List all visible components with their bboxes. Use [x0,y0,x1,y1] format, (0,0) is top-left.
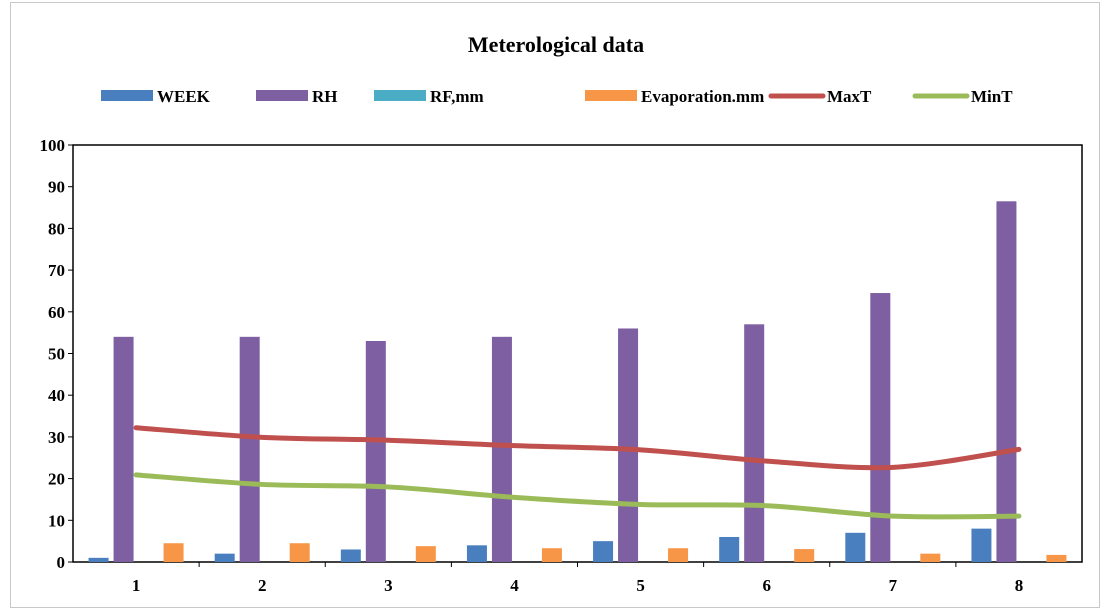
x-tick-label: 4 [510,576,519,595]
legend-label: MaxT [827,87,872,106]
bars [88,201,1067,563]
y-axis: 0 10 20 30 40 50 60 70 80 90 100 [40,136,73,572]
bar-week-1 [88,557,109,562]
y-tick-label: 100 [40,136,66,155]
bar-evaporation-mm-8 [1046,554,1067,562]
legend-item-rh: RH [256,87,338,106]
bar-week-5 [593,541,614,562]
y-tick-label: 40 [48,386,65,405]
x-tick-label: 8 [1015,576,1024,595]
bar-week-8 [971,528,992,562]
legend-item-maxt: MaxT [768,87,872,106]
lines [133,425,1022,520]
legend-label: RF,mm [430,87,484,106]
bar-week-7 [845,532,866,562]
bar-week-6 [719,536,740,562]
x-tick-label: 7 [889,576,898,595]
line-maxt [133,425,1022,471]
bar-evaporation-mm-6 [794,549,815,562]
bar-evaporation-mm-2 [289,543,310,562]
legend-swatch [256,90,308,101]
y-tick-label: 90 [48,178,65,197]
legend-label: WEEK [157,87,211,106]
legend-swatch [101,90,153,101]
x-tick-label: 5 [636,576,645,595]
x-tick-label: 2 [258,576,267,595]
chart-svg: Meterological data WEEK RH RF,mm Evaporatio… [40,32,1083,595]
line-mint [133,472,1022,520]
bar-evaporation-mm-1 [163,543,184,562]
chart-frame: Meterological data WEEK RH RF,mm Evaporatio… [10,2,1100,608]
legend-item-mint: MinT [912,87,1013,106]
legend-item-week: WEEK [101,87,211,106]
bar-rh-7 [870,293,891,562]
legend-swatch [585,90,637,101]
bar-rh-4 [491,336,512,562]
bar-week-2 [214,553,235,562]
legend-label: RH [312,87,338,106]
bar-evaporation-mm-5 [668,548,689,562]
legend-label: Evaporation.mm [641,87,764,106]
bar-week-4 [466,545,487,562]
legend-item-rf-mm: RF,mm [374,87,484,106]
bar-rh-1 [113,336,134,562]
bar-rh-8 [996,201,1017,563]
y-tick-label: 60 [48,303,65,322]
y-tick-label: 10 [48,511,65,530]
y-tick-label: 50 [48,345,65,364]
y-tick-label: 30 [48,428,65,447]
bar-rh-3 [365,340,386,562]
legend-swatch [374,90,426,101]
chart-title: Meterological data [468,32,644,57]
legend-label: MinT [971,87,1013,106]
bar-evaporation-mm-4 [541,548,562,562]
bar-evaporation-mm-7 [920,553,941,562]
bar-rh-2 [239,336,260,562]
y-tick-label: 0 [57,553,66,572]
y-tick-label: 20 [48,470,65,489]
y-tick-label: 70 [48,261,65,280]
legend-item-evaporation-mm: Evaporation.mm [585,87,764,106]
x-tick-label: 6 [762,576,771,595]
bar-week-3 [340,549,361,562]
y-tick-label: 80 [48,219,65,238]
bar-rh-5 [618,328,639,562]
x-tick-label: 3 [384,576,393,595]
x-tick-label: 1 [132,576,141,595]
x-axis: 1 2 3 4 5 6 7 8 [132,562,1023,595]
bar-rh-6 [744,324,765,562]
bar-evaporation-mm-3 [415,546,436,562]
legend: WEEK RH RF,mm Evaporation.mm MaxT MinT [101,87,1013,106]
